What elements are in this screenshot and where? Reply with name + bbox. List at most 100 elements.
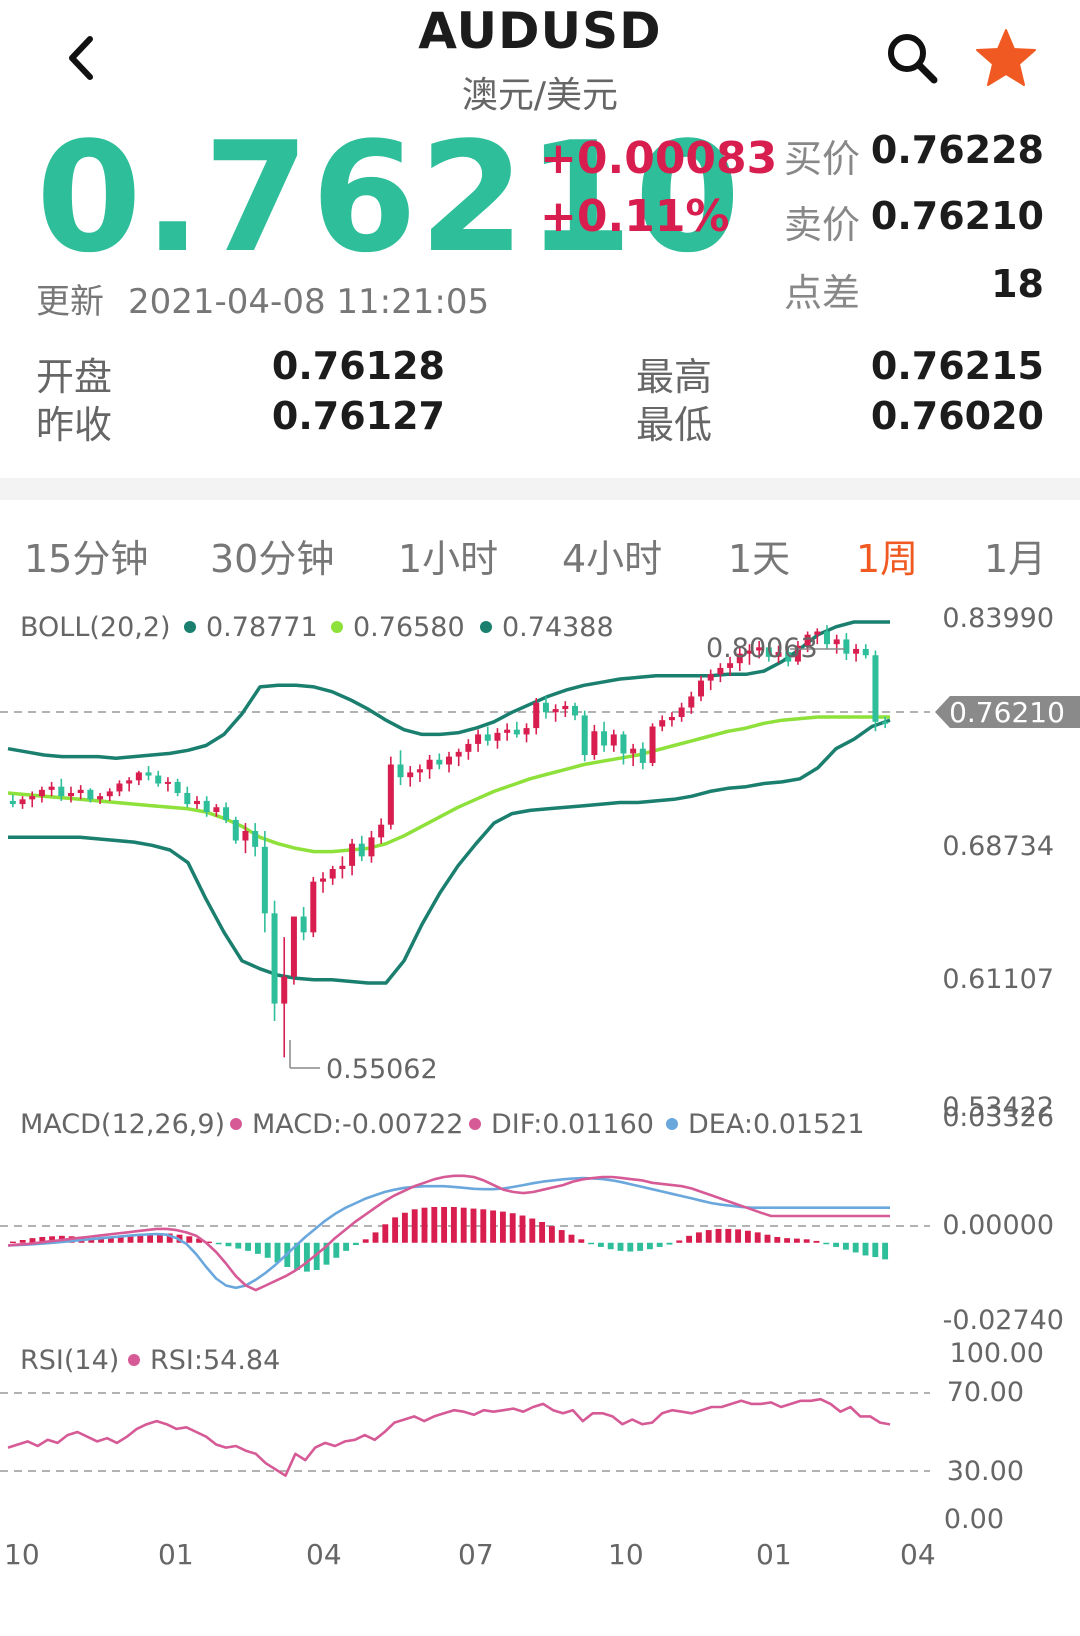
macd-bar [343, 1242, 350, 1251]
tab-1week[interactable]: 1周 [856, 537, 919, 581]
candle-body [106, 791, 113, 797]
macd-bar [450, 1206, 457, 1243]
open-value: 0.76128 [271, 344, 445, 388]
candle-body [581, 715, 588, 756]
favorite-button[interactable] [970, 22, 1042, 94]
boll-lower-line [8, 718, 891, 985]
candle-body [213, 807, 220, 813]
candle-body [174, 781, 181, 794]
x-tick-6: 04 [900, 1538, 936, 1571]
macd-bar [784, 1238, 791, 1243]
x-tick-1: 01 [158, 1538, 194, 1571]
macd-bar [411, 1209, 418, 1243]
macd-bar [107, 1238, 114, 1243]
candle-body [97, 796, 104, 800]
tab-1day[interactable]: 1天 [728, 537, 791, 581]
macd-bar [333, 1242, 340, 1258]
candle-body [862, 648, 869, 656]
macd-bar [29, 1238, 36, 1243]
rsi-panel: RSI(14) RSI:54.84 100.00 70.00 30.00 0.0… [0, 1338, 1044, 1535]
period-tabs: 15分钟 30分钟 1小时 4小时 1天 1周 1月 [0, 528, 1080, 588]
current-price-tag: 0.76210 [949, 696, 1065, 729]
candle-body [184, 793, 191, 805]
candle-body [87, 789, 94, 800]
macd-bar [686, 1235, 693, 1243]
rsi-value: RSI:54.84 [150, 1345, 280, 1376]
macd-bar [9, 1241, 16, 1244]
boll-upper-value: 0.78771 [206, 612, 318, 643]
macd-bar [862, 1242, 869, 1256]
rsi-line [7, 1397, 891, 1478]
macd-bar [676, 1240, 683, 1243]
macd-bar [421, 1207, 428, 1243]
macd-bar [695, 1232, 702, 1243]
tab-1hour[interactable]: 1小时 [398, 537, 499, 581]
rsi-indicator-label: RSI(14) [20, 1345, 119, 1376]
macd-bar [294, 1242, 301, 1270]
update-row: 更新 2021-04-08 11:21:05 [36, 274, 489, 323]
candle-body [513, 729, 520, 735]
candle-body [833, 639, 840, 645]
macd-bar [646, 1242, 653, 1250]
candle-body [475, 734, 482, 744]
macd-bar [588, 1242, 595, 1245]
candle-body [67, 793, 75, 797]
macd-bar [558, 1230, 565, 1243]
macd-bar [803, 1239, 810, 1243]
candle-body [155, 775, 162, 784]
candle-body [223, 807, 230, 820]
macd-panel: MACD(12,26,9) MACD:-0.00722 DIF:0.01160 … [0, 1102, 1064, 1336]
search-button[interactable] [880, 26, 944, 90]
candle-body [252, 831, 259, 847]
macd-bar [637, 1242, 644, 1251]
kline-chart[interactable]: BOLL(20,2) 0.78771 0.76580 0.74388 0.839… [0, 600, 1080, 1636]
candle-body [135, 772, 142, 781]
macd-bar [774, 1236, 781, 1243]
macd-bar [842, 1242, 849, 1250]
macd-bar [509, 1213, 516, 1243]
candle-body [533, 702, 540, 729]
macd-bar [666, 1242, 673, 1245]
macd-bar [754, 1232, 761, 1243]
tab-4hour[interactable]: 4小时 [562, 537, 663, 581]
candle-body [261, 846, 268, 914]
macd-bar [813, 1240, 820, 1243]
macd-bar [88, 1238, 95, 1243]
macd-y-tick-2: -0.02740 [943, 1305, 1064, 1336]
candle-body [591, 731, 598, 756]
candle-body [610, 734, 617, 746]
back-button[interactable] [50, 28, 110, 88]
high-value: 0.76215 [870, 344, 1044, 388]
candle-body [794, 645, 801, 662]
macd-bar [225, 1242, 232, 1247]
rsi-dot [128, 1354, 140, 1366]
tab-30min[interactable]: 30分钟 [210, 537, 335, 581]
candle-body [271, 913, 278, 1004]
symbol-name: 澳元/美元 [461, 75, 619, 116]
macd-bar [137, 1234, 144, 1243]
tab-1month[interactable]: 1月 [984, 537, 1047, 581]
candle-body [823, 631, 831, 645]
candle-body [639, 748, 646, 763]
macd-bar [245, 1242, 252, 1251]
macd-bar [470, 1208, 477, 1243]
tab-15min[interactable]: 15分钟 [24, 537, 149, 581]
candle-body [571, 705, 579, 716]
candle-body [426, 759, 433, 770]
min-marker-label: 0.55062 [326, 1054, 438, 1085]
boll-mid-dot [331, 621, 343, 633]
candle-body [843, 639, 850, 654]
rsi-y-tick-0: 100.00 [950, 1338, 1044, 1369]
macd-bar [882, 1242, 889, 1260]
macd-bar [617, 1242, 624, 1251]
candle-body [853, 648, 860, 654]
boll-upper-dot [184, 621, 196, 633]
boll-mid-line [7, 715, 890, 854]
macd-bar [313, 1242, 320, 1270]
macd-y-tick-1: 0.00000 [942, 1210, 1054, 1241]
candle-body [494, 732, 501, 741]
macd-bar [186, 1236, 193, 1243]
rsi-y-tick-3: 0.00 [944, 1504, 1004, 1535]
section-divider [0, 478, 1080, 500]
candle-body [290, 916, 297, 977]
